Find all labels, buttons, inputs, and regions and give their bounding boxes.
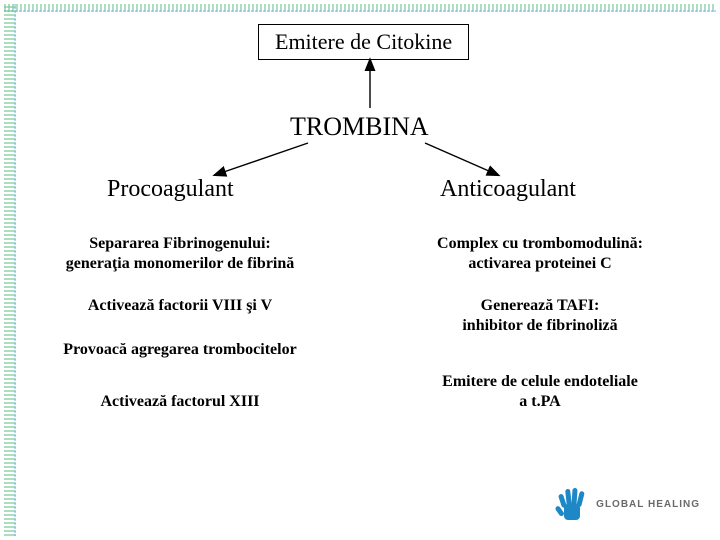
logo-global-healing: GLOBAL HEALING xyxy=(554,484,700,524)
title-box: Emitere de Citokine xyxy=(258,24,469,60)
left-item-1: Activează factorii VIII şi V xyxy=(50,296,310,316)
arrow-2 xyxy=(425,143,498,175)
heading-procoagulant: Procoagulant xyxy=(107,176,234,203)
diagram-stage: Emitere de Citokine TROMBINA Procoagulan… xyxy=(0,0,720,540)
left-item-0: Separarea Fibrinogenului:generaţia monom… xyxy=(50,234,310,274)
left-item-2: Provoacă agregarea trombocitelor xyxy=(50,340,310,360)
right-item-0: Complex cu trombomodulină:activarea prot… xyxy=(410,234,670,274)
logo-text: GLOBAL HEALING xyxy=(596,499,700,510)
left-item-3: Activează factorul XIII xyxy=(50,392,310,412)
right-item-1: Generează TAFI:inhibitor de fibrinoliză xyxy=(410,296,670,336)
hand-icon xyxy=(554,484,590,524)
central-label-trombina: TROMBINA xyxy=(290,112,429,142)
right-item-2: Emitere de celule endotelialea t.PA xyxy=(410,372,670,412)
heading-anticoagulant: Anticoagulant xyxy=(440,176,576,203)
arrow-1 xyxy=(215,143,308,175)
